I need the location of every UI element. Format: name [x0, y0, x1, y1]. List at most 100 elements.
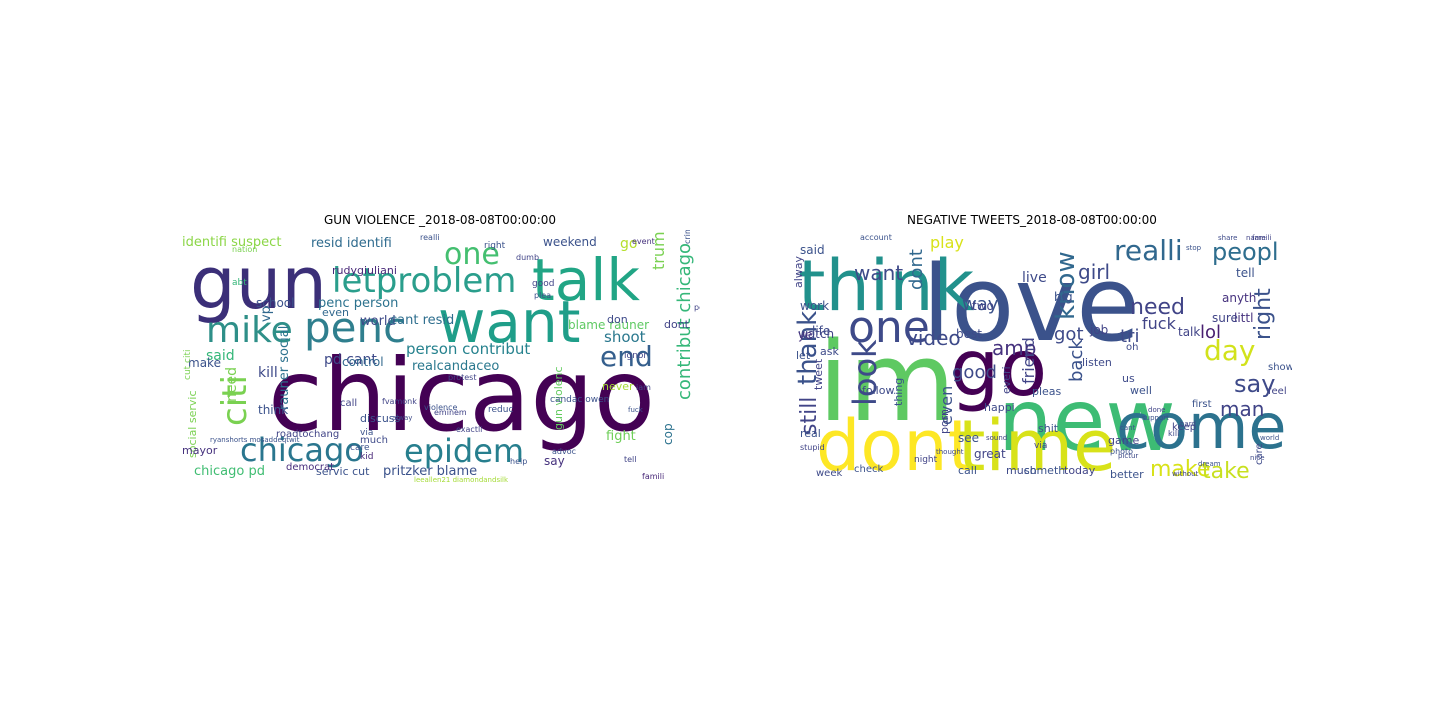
- wordcloud-word: want: [854, 261, 903, 285]
- wordcloud-word: want: [438, 288, 580, 356]
- wordcloud-word: chicago pd: [194, 464, 265, 479]
- wordcloud-word: photo: [1110, 447, 1133, 456]
- wordcloud-word: need: [224, 367, 240, 402]
- wordcloud-word: good: [952, 362, 997, 383]
- wordcloud-word: even: [937, 386, 956, 425]
- wordcloud-word: watch: [798, 327, 834, 341]
- wordcloud-word: pleas: [1032, 385, 1062, 398]
- wordcloud-word: end: [600, 340, 653, 373]
- wordcloud-word: crime: [683, 230, 692, 244]
- wordcloud-word: stop: [1186, 244, 1202, 252]
- wordcloud-word: control: [342, 355, 384, 369]
- wordcloud-title-negative-tweets: NEGATIVE TWEETS_2018-08-08T00:00:00: [907, 213, 1157, 227]
- wordcloud-word: job: [1089, 323, 1108, 337]
- wordcloud-word: us: [1122, 372, 1135, 385]
- wordcloud-word: nation: [232, 245, 257, 254]
- wordcloud-word: make: [188, 356, 221, 370]
- wordcloud-gun-violence: chicago gun talk want letproblem mike penc one e…: [180, 230, 700, 485]
- wordcloud-word: dont: [664, 318, 690, 331]
- wordcloud-word: day: [1204, 334, 1256, 367]
- wordcloud-word: first: [1192, 399, 1212, 410]
- wordcloud-word: talk: [532, 246, 640, 314]
- wordcloud-word: person contribut: [406, 340, 530, 358]
- wordcloud-word: tell: [1236, 266, 1255, 280]
- wordcloud-title-gun-violence: GUN VIOLENCE _2018-08-08T00:00:00: [323, 213, 557, 227]
- wordcloud-word: alway: [792, 255, 805, 288]
- wordcloud-word: mike: [206, 310, 293, 351]
- wordcloud-word: peopl: [694, 303, 700, 312]
- wordcloud-word: say: [1234, 370, 1275, 398]
- wordcloud-word: littl: [1234, 311, 1253, 325]
- wordcloud-word: abt: [232, 278, 247, 288]
- wordcloud-word: let: [796, 349, 811, 362]
- wordcloud-word: call: [958, 464, 977, 477]
- wordcloud-word: go: [950, 324, 1047, 414]
- wordcloud-word: thought: [936, 448, 964, 456]
- wordcloud-word: resid identifi: [311, 236, 392, 251]
- wordcloud-word: trump: [649, 230, 668, 270]
- wordcloud-word: gun violenc: [552, 366, 565, 430]
- wordcloud-word: even: [322, 306, 349, 319]
- wordcloud-word: play: [930, 233, 964, 252]
- wordcloud-word: check: [854, 464, 883, 475]
- wordcloud-word: tweet: [812, 358, 825, 390]
- wordcloud-word: talk: [1178, 325, 1200, 339]
- wordcloud-word: hard: [1180, 420, 1196, 428]
- wordcloud-word: follow: [862, 384, 894, 397]
- wordcloud-word: porn: [938, 409, 951, 434]
- wordcloud-word: discuss: [360, 412, 401, 425]
- wordcloud-word: cop: [661, 423, 675, 445]
- wordcloud-word: care: [1254, 443, 1265, 465]
- wordcloud-word: don: [607, 313, 628, 326]
- wordcloud-word: kid: [360, 452, 373, 462]
- wordcloud-word: cut citi: [183, 349, 193, 380]
- wordcloud-word: via: [360, 428, 373, 438]
- wordcloud-word: contribut chicago: [674, 243, 695, 400]
- wordcloud-word: great: [974, 447, 1006, 461]
- wordcloud-word: stupid: [800, 443, 825, 452]
- wordcloud-word: cant: [1120, 424, 1136, 432]
- wordcloud-word: two: [972, 299, 994, 313]
- wordcloud-word: ignor: [624, 351, 647, 361]
- wordcloud-word: rudygiuliani: [332, 264, 397, 277]
- wordcloud-word: leeallen21 diamondandsilk: [414, 476, 509, 484]
- wordcloud-word: right: [484, 241, 506, 251]
- wordcloud-word: much: [360, 435, 388, 446]
- wordcloud-word: one: [444, 237, 500, 272]
- wordcloud-word: fight: [606, 429, 636, 444]
- wordcloud-word: night: [914, 455, 938, 465]
- wordcloud-word: fuck: [628, 406, 644, 414]
- wordcloud-word: support: [1142, 414, 1169, 422]
- wordcloud-word: today: [1064, 464, 1096, 477]
- wordcloud-word: pritzker blame: [383, 464, 477, 479]
- wordcloud-word: name: [1246, 234, 1266, 242]
- wordcloud-word: im: [818, 318, 956, 446]
- wordcloud-word: kill: [258, 365, 278, 381]
- wordcloud-word: realli: [1114, 234, 1183, 267]
- wordcloud-word: via: [1034, 441, 1047, 451]
- wordcloud-word: happi: [984, 401, 1015, 414]
- wordcloud-word: pd cant: [324, 352, 377, 368]
- wordcloud-word: reduc: [488, 405, 513, 415]
- wordcloud-word: call: [340, 398, 357, 409]
- wordcloud-word: big: [1054, 290, 1073, 304]
- wordcloud-word: democrat: [286, 462, 334, 473]
- wordcloud-word: school: [256, 296, 294, 310]
- wordcloud-word: one: [848, 302, 930, 353]
- wordcloud-word: everi: [1000, 366, 1013, 394]
- wordcloud-word: said: [206, 348, 235, 364]
- wordcloud-word: epidem: [404, 432, 524, 470]
- wordcloud-word: shit: [1038, 422, 1059, 435]
- wordcloud-word: make: [1150, 457, 1210, 482]
- wordcloud-word: sure: [1212, 311, 1238, 325]
- wordcloud-word: world: [360, 314, 396, 329]
- wordcloud-word: nice: [1250, 454, 1265, 462]
- wordcloud-word: amp: [992, 336, 1036, 360]
- wordcloud-word: lol: [1200, 322, 1221, 343]
- wordcloud-word: game: [1108, 434, 1139, 447]
- wordcloud-word: sound: [986, 434, 1007, 442]
- wordcloud-word: roadtochang: [276, 429, 339, 440]
- wordcloud-word: look: [846, 339, 884, 406]
- wordcloud-word: penc: [304, 303, 406, 352]
- wordcloud-word: anyth: [1222, 291, 1256, 305]
